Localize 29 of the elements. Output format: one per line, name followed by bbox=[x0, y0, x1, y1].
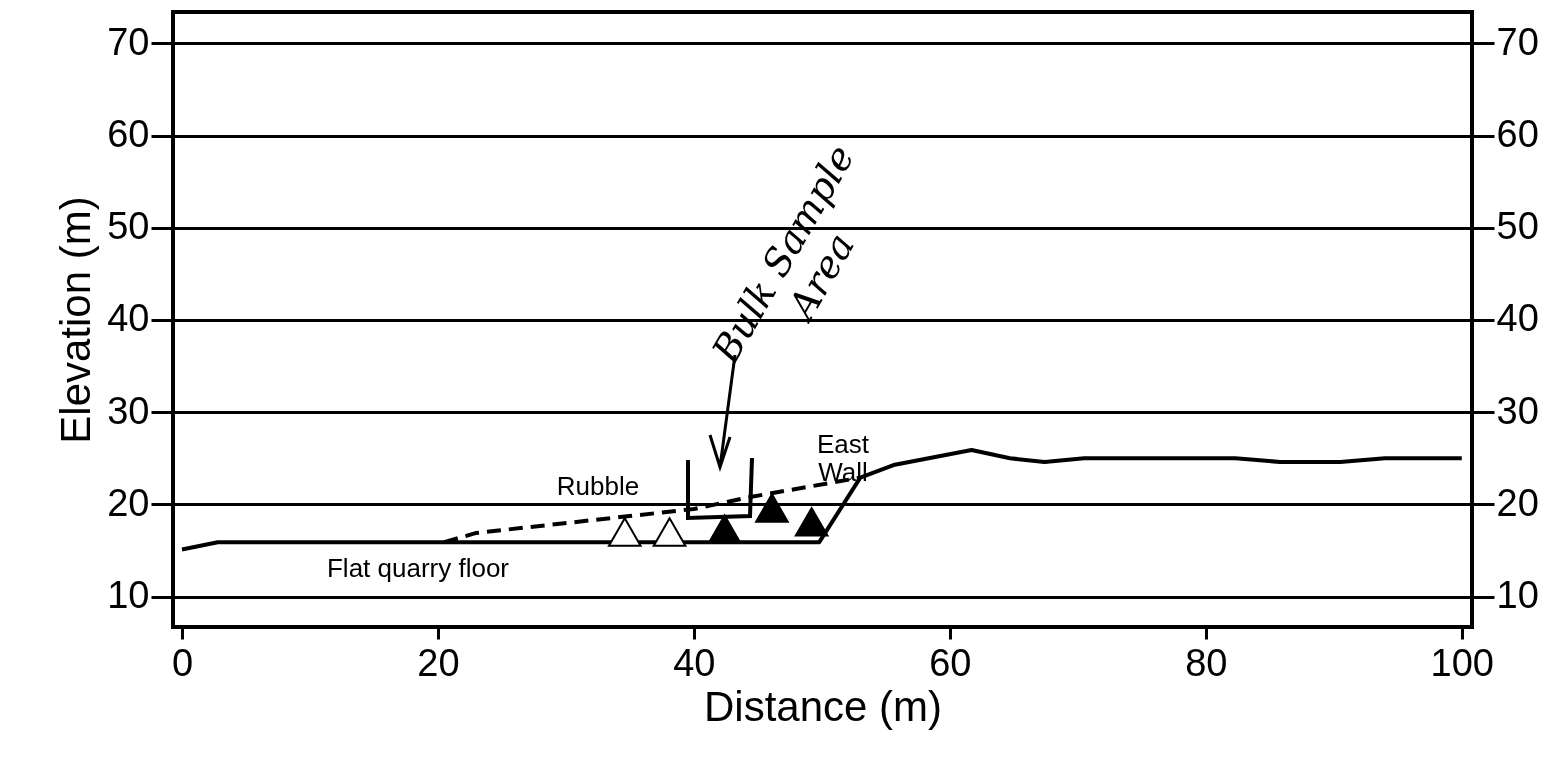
y-tick-label: 20 bbox=[107, 481, 150, 524]
point bbox=[652, 517, 687, 547]
y2-tick-label: 10 bbox=[1496, 574, 1539, 617]
y-tick-label: 50 bbox=[107, 205, 150, 248]
annotation: Rubble bbox=[556, 471, 640, 501]
y-tick-label: 40 bbox=[107, 297, 150, 340]
x-axis-title: Distance (m) bbox=[703, 682, 943, 730]
x-tick-label: 100 bbox=[1430, 641, 1494, 684]
y-tick-label: 30 bbox=[107, 389, 150, 432]
y-tick-label: 10 bbox=[107, 574, 150, 617]
y-axis-title: Elevation (m) bbox=[52, 196, 100, 444]
y2-tick-label: 40 bbox=[1496, 297, 1539, 340]
y2-tick-label: 30 bbox=[1496, 389, 1539, 432]
x-tick-label: 60 bbox=[929, 641, 972, 684]
y2-tick-label: 70 bbox=[1496, 20, 1539, 63]
y2-tick-label: 60 bbox=[1496, 113, 1539, 156]
y-tick-label: 60 bbox=[107, 113, 150, 156]
y-tick-label: 70 bbox=[107, 20, 150, 63]
point bbox=[607, 517, 642, 547]
y2-tick-label: 20 bbox=[1496, 481, 1539, 524]
y2-tick-label: 50 bbox=[1496, 205, 1539, 248]
point bbox=[794, 507, 829, 537]
x-tick-label: 40 bbox=[673, 641, 716, 684]
point bbox=[707, 514, 742, 544]
x-tick-label: 20 bbox=[417, 641, 460, 684]
x-tick-label: 0 bbox=[171, 641, 194, 684]
point bbox=[755, 493, 789, 523]
annotation: Flat quarry floor bbox=[326, 553, 510, 583]
x-tick-label: 80 bbox=[1185, 641, 1228, 684]
